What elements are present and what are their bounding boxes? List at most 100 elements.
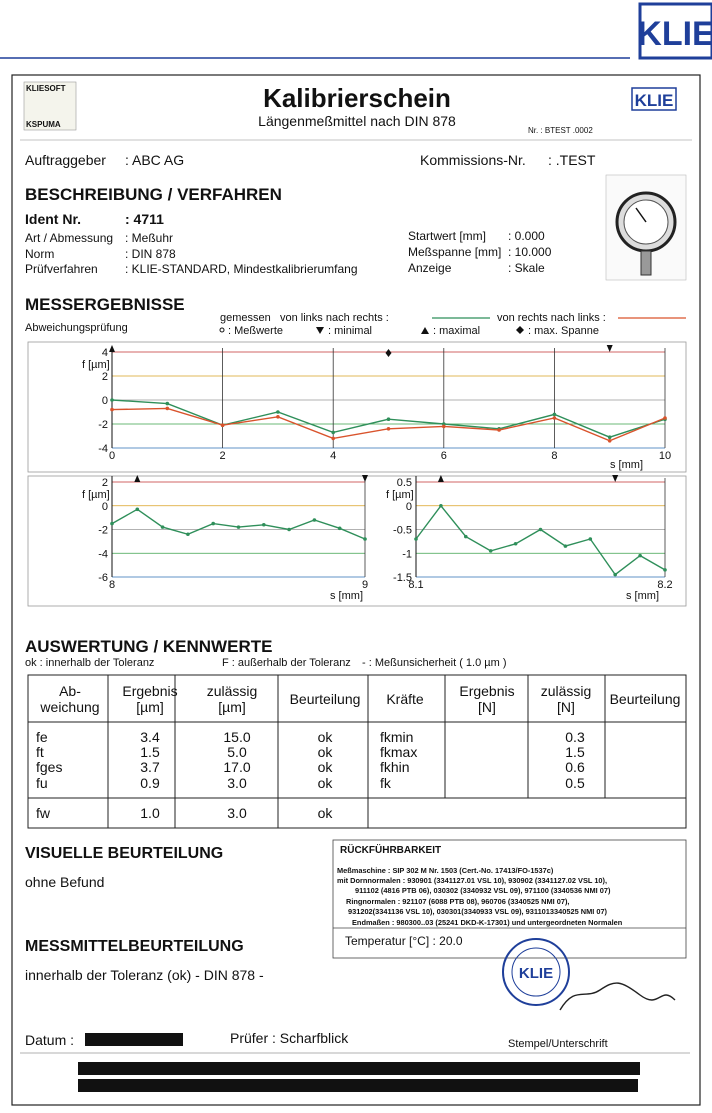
logo-left-box	[23, 81, 77, 131]
data-point	[414, 537, 418, 541]
date-label: Datum :	[25, 1032, 74, 1048]
certificate-number: Nr. : BTEST .0002	[528, 126, 593, 135]
table-cell: 0.3	[565, 729, 585, 745]
x-tick-label: 8.2	[657, 579, 672, 591]
gauge-stem	[640, 250, 652, 276]
logo-left: KSPUMA	[26, 120, 61, 129]
chart-frame	[27, 475, 687, 607]
table-cell: fe	[36, 729, 48, 745]
subheading: Abweichungsprüfung	[25, 322, 128, 334]
table-cell: 3.7	[140, 759, 160, 775]
data-point	[363, 537, 367, 541]
stamp-text: KLIE	[519, 965, 553, 982]
data-point	[552, 412, 557, 417]
table-cell: fw	[36, 805, 51, 821]
legend-symbol	[516, 326, 524, 334]
field-label: Anzeige	[408, 261, 452, 275]
data-point	[276, 415, 280, 419]
data-point	[538, 527, 543, 532]
x-tick-label: 10	[659, 450, 671, 462]
x-axis-label: s [mm]	[610, 459, 643, 471]
logo-right: KLIE	[635, 91, 674, 110]
data-point	[607, 439, 612, 443]
table-header: Ab-	[59, 683, 81, 699]
data-point	[513, 541, 518, 546]
table-cell: ok	[318, 775, 334, 791]
table-header: [µm]	[218, 699, 246, 715]
commission-value: : .TEST	[548, 152, 596, 168]
x-tick-label: 9	[362, 579, 368, 591]
field-value: : 10.000	[508, 245, 552, 259]
chart-frame	[27, 341, 687, 473]
table-cell: fu	[36, 775, 48, 791]
table-cell: 3.0	[227, 805, 247, 821]
top-logo: KLIE	[637, 15, 712, 53]
data-point	[287, 527, 291, 532]
section-heading: AUSWERTUNG / KENNWERTE	[25, 637, 272, 656]
data-point	[160, 525, 165, 529]
table-cell: fkmax	[380, 744, 417, 760]
x-tick-label: 8	[551, 450, 557, 462]
field-value: : Meßuhr	[125, 231, 173, 245]
visual-text: ohne Befund	[25, 874, 104, 890]
data-point	[552, 416, 557, 420]
data-point	[613, 572, 617, 577]
field-value: : KLIE-STANDARD, Mindestkalibrierumfang	[125, 262, 358, 276]
min-marker	[612, 475, 619, 482]
field-value: : 0.000	[508, 229, 545, 243]
x-axis-label: s [mm]	[330, 590, 363, 602]
y-tick-label: 0	[102, 395, 108, 407]
table-cell: 15.0	[223, 729, 250, 745]
table-header: Ergebnis	[122, 683, 177, 699]
data-point	[386, 417, 391, 422]
device-text: innerhalb der Toleranz (ok) - DIN 878 -	[25, 967, 264, 983]
y-tick-label: 0	[406, 501, 412, 513]
table-cell: 0.6	[565, 759, 585, 775]
section-heading: VISUELLE BEURTEILUNG	[25, 845, 223, 862]
table-header: [N]	[557, 699, 575, 715]
x-tick-label: 2	[220, 450, 226, 462]
table-cell: fges	[36, 759, 62, 775]
y-tick-label: 0	[102, 501, 108, 513]
table-header: Beurteilung	[290, 691, 361, 707]
table-cell: ok	[318, 805, 334, 821]
commission-label: Kommissions-Nr.	[420, 152, 526, 168]
field-label: Meßspanne [mm]	[408, 245, 501, 259]
legend-entry: von links nach rechts :	[280, 312, 389, 324]
legend-symbol	[421, 327, 429, 334]
logo-right-box	[631, 87, 677, 111]
y-axis-label: f [µm]	[82, 359, 110, 371]
note: - : Meßunsicherheit ( 1.0 µm )	[362, 657, 507, 669]
x-tick-label: 0	[109, 450, 115, 462]
field-label: Ident Nr.	[25, 211, 81, 227]
table-cell: 17.0	[223, 759, 250, 775]
data-point	[276, 410, 280, 414]
legend-symbol	[219, 327, 225, 333]
table-cell: 3.0	[227, 775, 247, 791]
field-value: : Skale	[508, 261, 545, 275]
signature	[559, 982, 676, 1011]
table-header: weichung	[39, 699, 99, 715]
traceability-line: Ringnormalen : 921107 (6088 PTB 08), 960…	[346, 897, 569, 906]
y-tick-label: 2	[102, 371, 108, 383]
y-tick-label: -2	[98, 419, 108, 431]
traceability-title: RÜCKFÜHRBARKEIT	[340, 843, 441, 856]
data-point	[110, 521, 114, 526]
data-point	[488, 549, 493, 553]
data-point	[331, 430, 336, 435]
y-axis-label: f [µm]	[82, 489, 110, 501]
data-point	[588, 537, 593, 541]
legend-text: : Meßwerte	[228, 325, 283, 337]
note: F : außerhalb der Toleranz	[222, 657, 351, 669]
data-point	[165, 406, 170, 411]
table-cell: 3.4	[140, 729, 160, 745]
data-point	[663, 416, 667, 420]
table-cell: fkmin	[380, 729, 413, 745]
stamp-inner	[511, 947, 561, 997]
section-heading: BESCHREIBUNG / VERFAHREN	[25, 185, 282, 204]
field-label: Norm	[25, 247, 54, 261]
table-header: zulässig	[541, 683, 592, 699]
redaction	[85, 1033, 183, 1046]
data-point	[220, 423, 225, 428]
